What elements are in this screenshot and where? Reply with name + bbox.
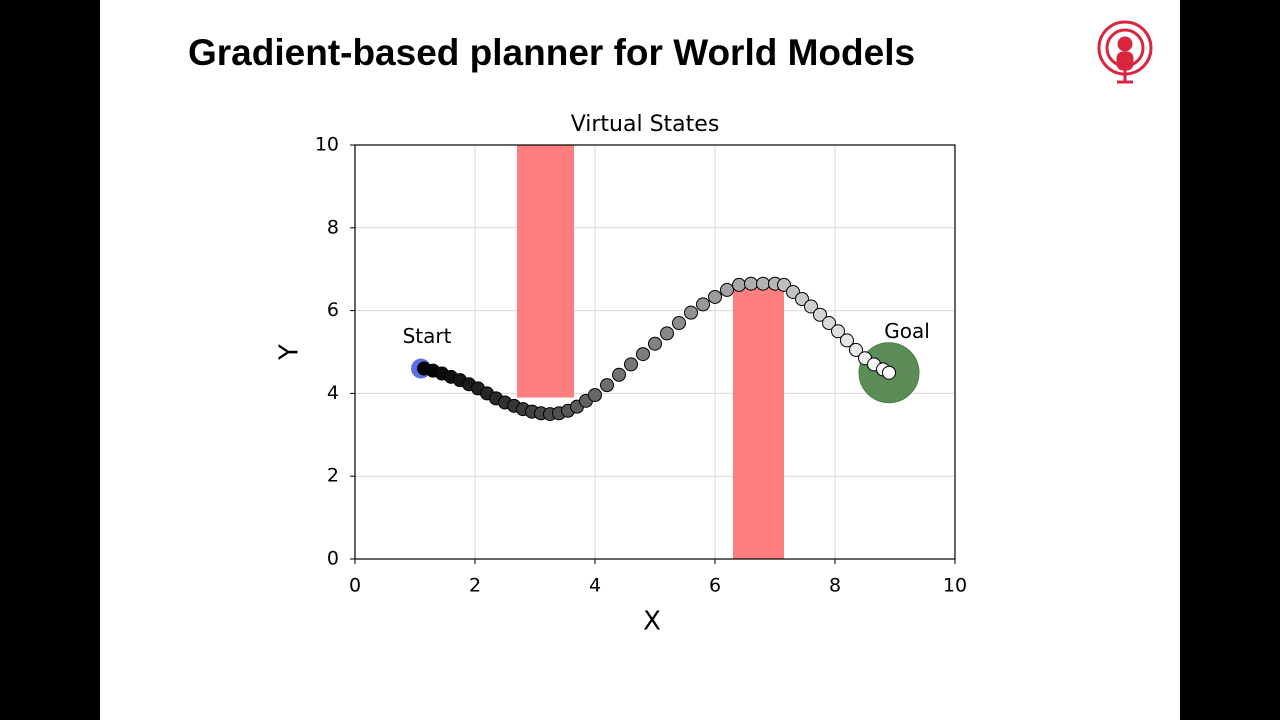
- trajectory-point: [624, 357, 638, 372]
- trajectory-point: [648, 336, 662, 351]
- y-tick-label: 6: [327, 299, 339, 321]
- x-tick-label: 4: [589, 575, 601, 597]
- trajectory-point: [831, 324, 845, 339]
- start-label: Start: [403, 324, 452, 348]
- obstacle: [733, 285, 784, 559]
- y-axis-label: Y: [275, 344, 305, 361]
- y-tick-label: 2: [327, 465, 339, 487]
- y-tick-label: 10: [315, 134, 339, 156]
- x-axis-label: X: [643, 607, 661, 637]
- trajectory-point: [822, 316, 836, 331]
- goal-label: Goal: [884, 319, 930, 343]
- x-tick-label: 8: [829, 575, 841, 597]
- trajectory-point: [744, 276, 758, 291]
- chart-title: Virtual States: [571, 112, 720, 137]
- trajectory-point: [756, 276, 770, 291]
- x-tick-label: 6: [709, 575, 721, 597]
- trajectory-point: [612, 367, 626, 382]
- y-tick-label: 0: [327, 548, 339, 570]
- trajectory-point: [840, 333, 854, 348]
- x-tick-label: 2: [469, 575, 481, 597]
- trajectory-point: [795, 292, 809, 307]
- trajectory-point: [672, 316, 686, 331]
- trajectory-point: [708, 289, 722, 304]
- trajectory-point: [882, 365, 896, 380]
- trajectory-point: [588, 388, 602, 403]
- trajectory-point: [849, 342, 863, 357]
- trajectory-point: [660, 326, 674, 341]
- x-tick-label: 0: [349, 575, 361, 597]
- logo: [1097, 20, 1153, 84]
- trajectory-point: [720, 282, 734, 297]
- x-tick-label: 10: [943, 575, 967, 597]
- trajectory-point: [804, 299, 818, 314]
- trajectory-point: [684, 305, 698, 320]
- trajectory-point: [732, 277, 746, 292]
- trajectory-point: [600, 378, 614, 393]
- trajectory-point: [636, 347, 650, 362]
- obstacle: [517, 145, 574, 398]
- slide-title: Gradient-based planner for World Models: [188, 32, 915, 73]
- trajectory-point: [813, 307, 827, 322]
- y-tick-label: 8: [327, 216, 339, 238]
- y-tick-label: 4: [327, 382, 339, 404]
- trajectory-point: [696, 297, 710, 312]
- plot-frame: [354, 144, 956, 560]
